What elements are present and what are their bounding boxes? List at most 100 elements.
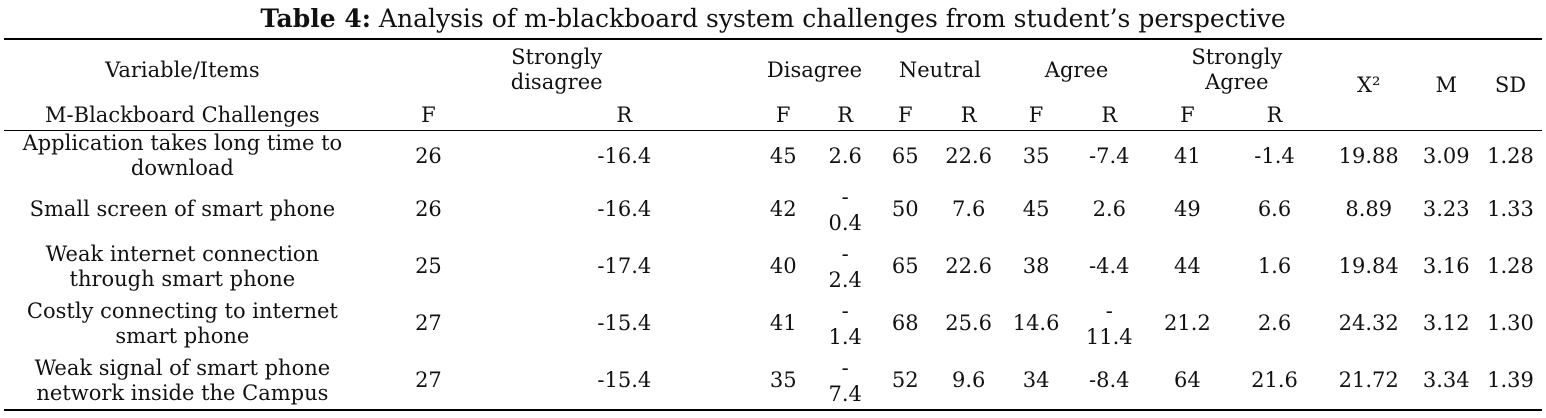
header-f: F [897, 102, 913, 127]
minus-sign: - [841, 184, 849, 209]
d-r-value: 7.4 [828, 381, 862, 406]
d-r-cell: -1.4 [814, 295, 877, 352]
header-mean: M [1413, 38, 1479, 131]
table-title: Analysis of m-blackboard system challeng… [370, 4, 1286, 33]
minus-sign: - [841, 241, 849, 266]
header-variable-items: Variable/Items [4, 38, 361, 100]
chi-square-cell: 8.89 [1345, 197, 1393, 221]
table-label: Table 4: [260, 4, 371, 33]
sa-r-cell: 21.6 [1225, 352, 1324, 411]
header-f: F [775, 102, 791, 127]
item-label: Costly connecting to internet smart phon… [26, 298, 338, 348]
mean-cell: 3.23 [1422, 197, 1470, 221]
table-row: Application takes long time to download … [4, 130, 1542, 181]
sd-r-cell: -17.4 [597, 254, 652, 278]
sd-r-cell: -15.4 [496, 352, 753, 411]
d-f-cell: 45 [752, 130, 814, 181]
d-f-cell: 40 [769, 254, 797, 278]
challenges-table: Variable/Items Strongly disagree Disagre… [4, 38, 1542, 411]
table-row: Weak signal of smart phone network insid… [4, 352, 1542, 411]
sa-f-cell: 21.2 [1164, 311, 1211, 335]
chi-square-cell: 21.72 [1323, 352, 1414, 411]
a-r-value: 11.4 [1085, 324, 1133, 349]
header-sd: SD [1478, 38, 1542, 131]
sd-cell: 1.33 [1487, 197, 1534, 221]
table-row: Weak internet connection through smart p… [4, 238, 1542, 295]
a-f-cell: 35 [1003, 130, 1069, 181]
header-row-1: Variable/Items Strongly disagree Disagre… [4, 38, 1542, 131]
header-f: F [421, 102, 436, 127]
n-f-cell: 65 [891, 254, 919, 278]
header-f: F [1028, 102, 1044, 127]
table-row: Costly connecting to internet smart phon… [4, 295, 1542, 352]
item-label: Weak internet connection through smart p… [45, 241, 320, 291]
mean-cell: 3.12 [1422, 311, 1470, 335]
mean-cell: 3.09 [1413, 130, 1479, 181]
sd-f-cell: 26 [360, 130, 497, 181]
table-row: Small screen of smart phone 26 -16.4 42 … [4, 181, 1542, 238]
header-r: R [1266, 102, 1283, 127]
sd-r-cell: -16.4 [496, 130, 753, 181]
sd-f-cell: 26 [415, 197, 442, 221]
header-disagree: Disagree [752, 38, 877, 100]
header-strongly-disagree: Strongly disagree [360, 38, 753, 100]
n-r-cell: 22.6 [933, 130, 1004, 181]
minus-sign: - [841, 355, 849, 380]
chi-square-cell: 19.88 [1323, 130, 1414, 181]
d-r-cell: -2.4 [814, 238, 877, 295]
n-r-cell: 7.6 [951, 197, 986, 221]
n-f-cell: 52 [876, 352, 934, 411]
d-r-cell: -0.4 [814, 181, 877, 238]
d-r-value: 2.4 [828, 267, 862, 292]
sa-r-cell: 2.6 [1257, 311, 1292, 335]
header-r: R [1101, 102, 1118, 127]
minus-sign: - [841, 298, 849, 323]
item-label: Weak signal of smart phone network insid… [4, 352, 361, 411]
sa-f-cell: 41 [1149, 130, 1226, 181]
sd-r-cell: -15.4 [597, 311, 652, 335]
minus-sign: - [1105, 298, 1113, 323]
header-row-2: M-Blackboard Challenges F R F R F R F R … [4, 100, 1542, 131]
a-r-cell: -8.4 [1068, 352, 1150, 411]
a-f-cell: 38 [1022, 254, 1050, 278]
a-r-cell: -11.4 [1069, 295, 1150, 352]
item-label: Small screen of smart phone [29, 197, 336, 221]
sa-f-cell: 44 [1174, 254, 1201, 278]
header-section: M-Blackboard Challenges [45, 102, 320, 127]
a-r-cell: -7.4 [1068, 130, 1150, 181]
sd-cell: 1.39 [1478, 352, 1542, 411]
table-caption: Table 4: Analysis of m-blackboard system… [0, 4, 1546, 34]
n-r-cell: 25.6 [945, 311, 993, 335]
sd-r-cell: -16.4 [597, 197, 652, 221]
sd-f-cell: 25 [415, 254, 442, 278]
header-r: R [616, 102, 633, 127]
sd-cell: 1.30 [1487, 311, 1534, 335]
header-strongly-agree: Strongly Agree [1149, 38, 1324, 100]
d-r-cell: 2.6 [813, 130, 877, 181]
header-neutral: Neutral [876, 38, 1004, 100]
mean-cell: 3.34 [1413, 352, 1479, 411]
sd-f-cell: 27 [415, 311, 442, 335]
sd-cell: 1.28 [1487, 254, 1534, 278]
sa-r-cell: -1.4 [1225, 130, 1324, 181]
header-r: R [960, 102, 977, 127]
a-f-cell: 34 [1003, 352, 1069, 411]
a-r-cell: -4.4 [1089, 254, 1130, 278]
a-r-cell: 2.6 [1092, 197, 1126, 221]
d-r-value: 1.4 [828, 324, 862, 349]
sd-cell: 1.28 [1478, 130, 1542, 181]
sa-r-cell: 1.6 [1257, 254, 1292, 278]
n-f-cell: 65 [876, 130, 934, 181]
sa-f-cell: 64 [1149, 352, 1226, 411]
sa-r-cell: 6.6 [1257, 197, 1292, 221]
n-r-cell: 9.6 [933, 352, 1004, 411]
n-f-cell: 68 [891, 311, 919, 335]
d-f-cell: 41 [769, 311, 797, 335]
n-f-cell: 50 [891, 197, 919, 221]
header-r: R [837, 102, 854, 127]
d-r-cell: -7.4 [813, 352, 877, 411]
sd-f-cell: 27 [360, 352, 497, 411]
d-f-cell: 35 [752, 352, 814, 411]
a-f-cell: 45 [1022, 197, 1050, 221]
a-f-cell: 14.6 [1012, 311, 1060, 335]
